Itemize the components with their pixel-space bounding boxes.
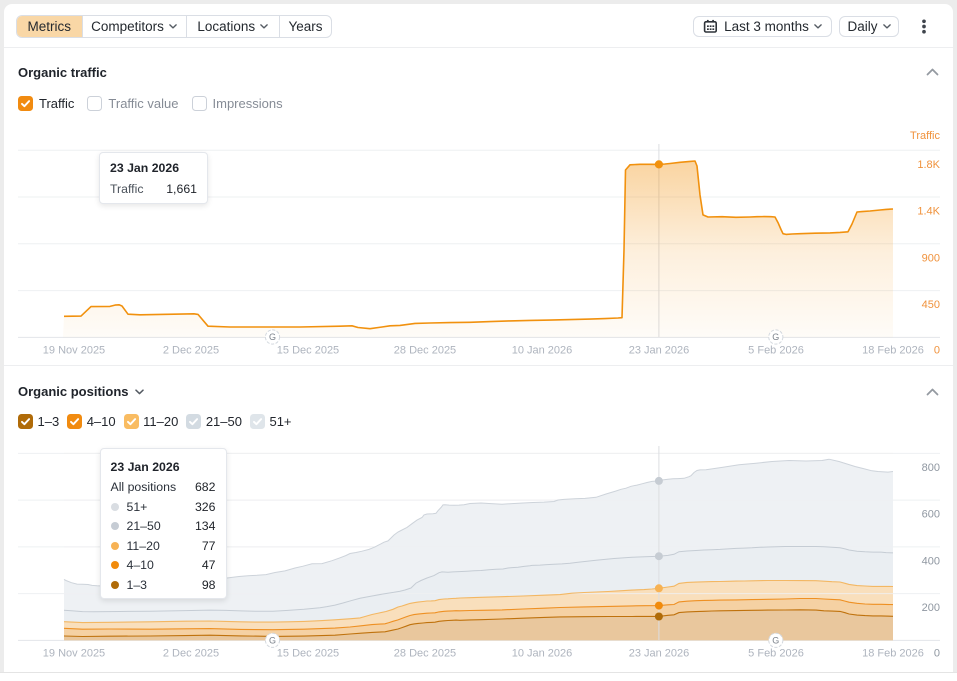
svg-text:2 Dec 2025: 2 Dec 2025 [163,648,219,660]
svg-text:5 Feb 2026: 5 Feb 2026 [748,648,804,660]
svg-text:800: 800 [922,462,940,474]
svg-text:450: 450 [922,299,940,311]
svg-text:0: 0 [934,648,940,660]
svg-text:G: G [269,636,276,646]
svg-text:28 Dec 2025: 28 Dec 2025 [394,648,456,660]
svg-text:G: G [772,332,779,342]
svg-text:18 Feb 2026: 18 Feb 2026 [862,345,924,357]
svg-text:0: 0 [934,345,940,357]
svg-text:2 Dec 2025: 2 Dec 2025 [163,345,219,357]
svg-text:23 Jan 2026: 23 Jan 2026 [629,345,690,357]
svg-text:28 Dec 2025: 28 Dec 2025 [394,345,456,357]
svg-text:5 Feb 2026: 5 Feb 2026 [748,345,804,357]
svg-text:G: G [772,636,779,646]
svg-text:1.4K: 1.4K [917,206,940,218]
svg-text:1.8K: 1.8K [917,159,940,171]
svg-text:Traffic: Traffic [910,130,940,142]
svg-text:15 Dec 2025: 15 Dec 2025 [277,345,339,357]
svg-text:23 Jan 2026: 23 Jan 2026 [629,648,690,660]
svg-text:600: 600 [922,509,940,521]
svg-text:18 Feb 2026: 18 Feb 2026 [862,648,924,660]
svg-text:19 Nov 2025: 19 Nov 2025 [43,648,105,660]
svg-text:10 Jan 2026: 10 Jan 2026 [512,648,573,660]
svg-text:900: 900 [922,252,940,264]
svg-text:G: G [269,332,276,342]
svg-text:200: 200 [922,602,940,614]
svg-text:400: 400 [922,555,940,567]
svg-text:10 Jan 2026: 10 Jan 2026 [512,345,573,357]
svg-text:19 Nov 2025: 19 Nov 2025 [43,345,105,357]
svg-text:15 Dec 2025: 15 Dec 2025 [277,648,339,660]
